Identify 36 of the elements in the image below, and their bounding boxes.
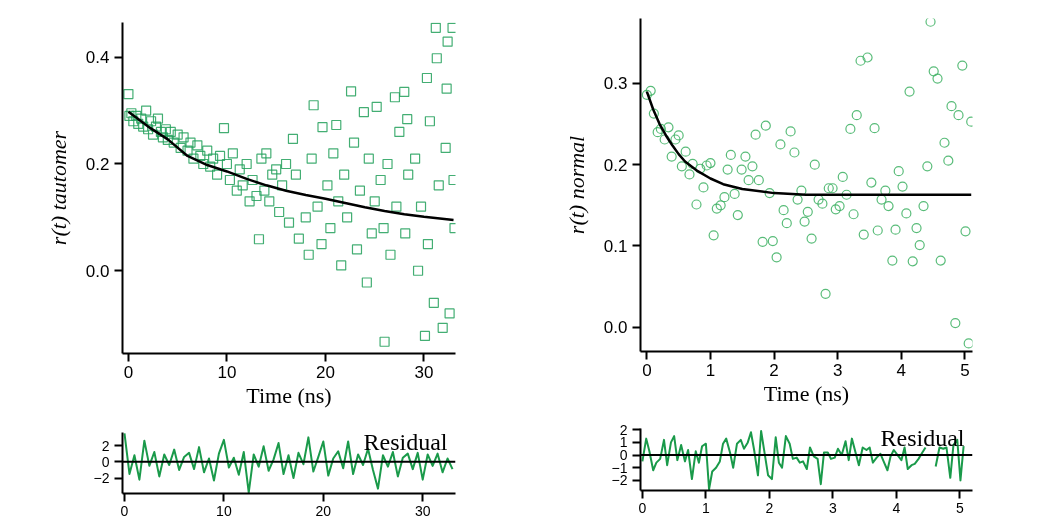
x-tick-label: 30 [414, 362, 434, 382]
x-tick-label: 0 [120, 502, 129, 519]
x-axis-title: Time (ns) [763, 380, 850, 406]
y-tick-label: −2 [93, 470, 110, 487]
x-axis-title: Time (ns) [246, 382, 332, 408]
x-tick-label: 1 [705, 360, 716, 380]
x-tick-label: 20 [316, 362, 335, 382]
annotation: Residual [880, 424, 965, 451]
y-tick-label: 0.1 [603, 236, 628, 256]
y-tick-label: 0.3 [603, 74, 628, 94]
x-tick-label: 0 [638, 499, 647, 516]
x-tick-label: 1 [701, 499, 710, 516]
y-tick-label: 0 [101, 453, 110, 470]
annotation: Residual [363, 428, 448, 455]
y-tick-label: 0.4 [85, 48, 110, 68]
x-tick-label: 5 [955, 499, 964, 516]
x-tick-label: 10 [216, 502, 232, 519]
x-tick-label: 2 [769, 360, 779, 380]
x-tick-label: 0 [642, 360, 652, 380]
x-tick-label: 4 [892, 499, 901, 516]
y-axis-title: r(t) tautomer [45, 130, 71, 246]
x-tick-label: 0 [123, 362, 134, 382]
y-tick-label: 0.0 [85, 261, 110, 281]
x-tick-label: 2 [765, 499, 774, 516]
x-tick-label: 3 [832, 360, 843, 380]
y-tick-label: 0.0 [603, 318, 628, 338]
x-tick-label: 5 [960, 360, 970, 380]
y-tick-label: 0.2 [603, 155, 628, 175]
x-tick-label: 3 [828, 499, 837, 516]
x-tick-label: 4 [896, 360, 907, 380]
x-tick-label: 20 [315, 502, 332, 519]
y-axis-title: r(t) normal [563, 135, 589, 235]
x-tick-label: 10 [217, 362, 237, 382]
y-tick-label: 0.2 [85, 154, 110, 174]
x-tick-label: 30 [414, 502, 431, 519]
y-tick-label: 2 [101, 437, 110, 454]
